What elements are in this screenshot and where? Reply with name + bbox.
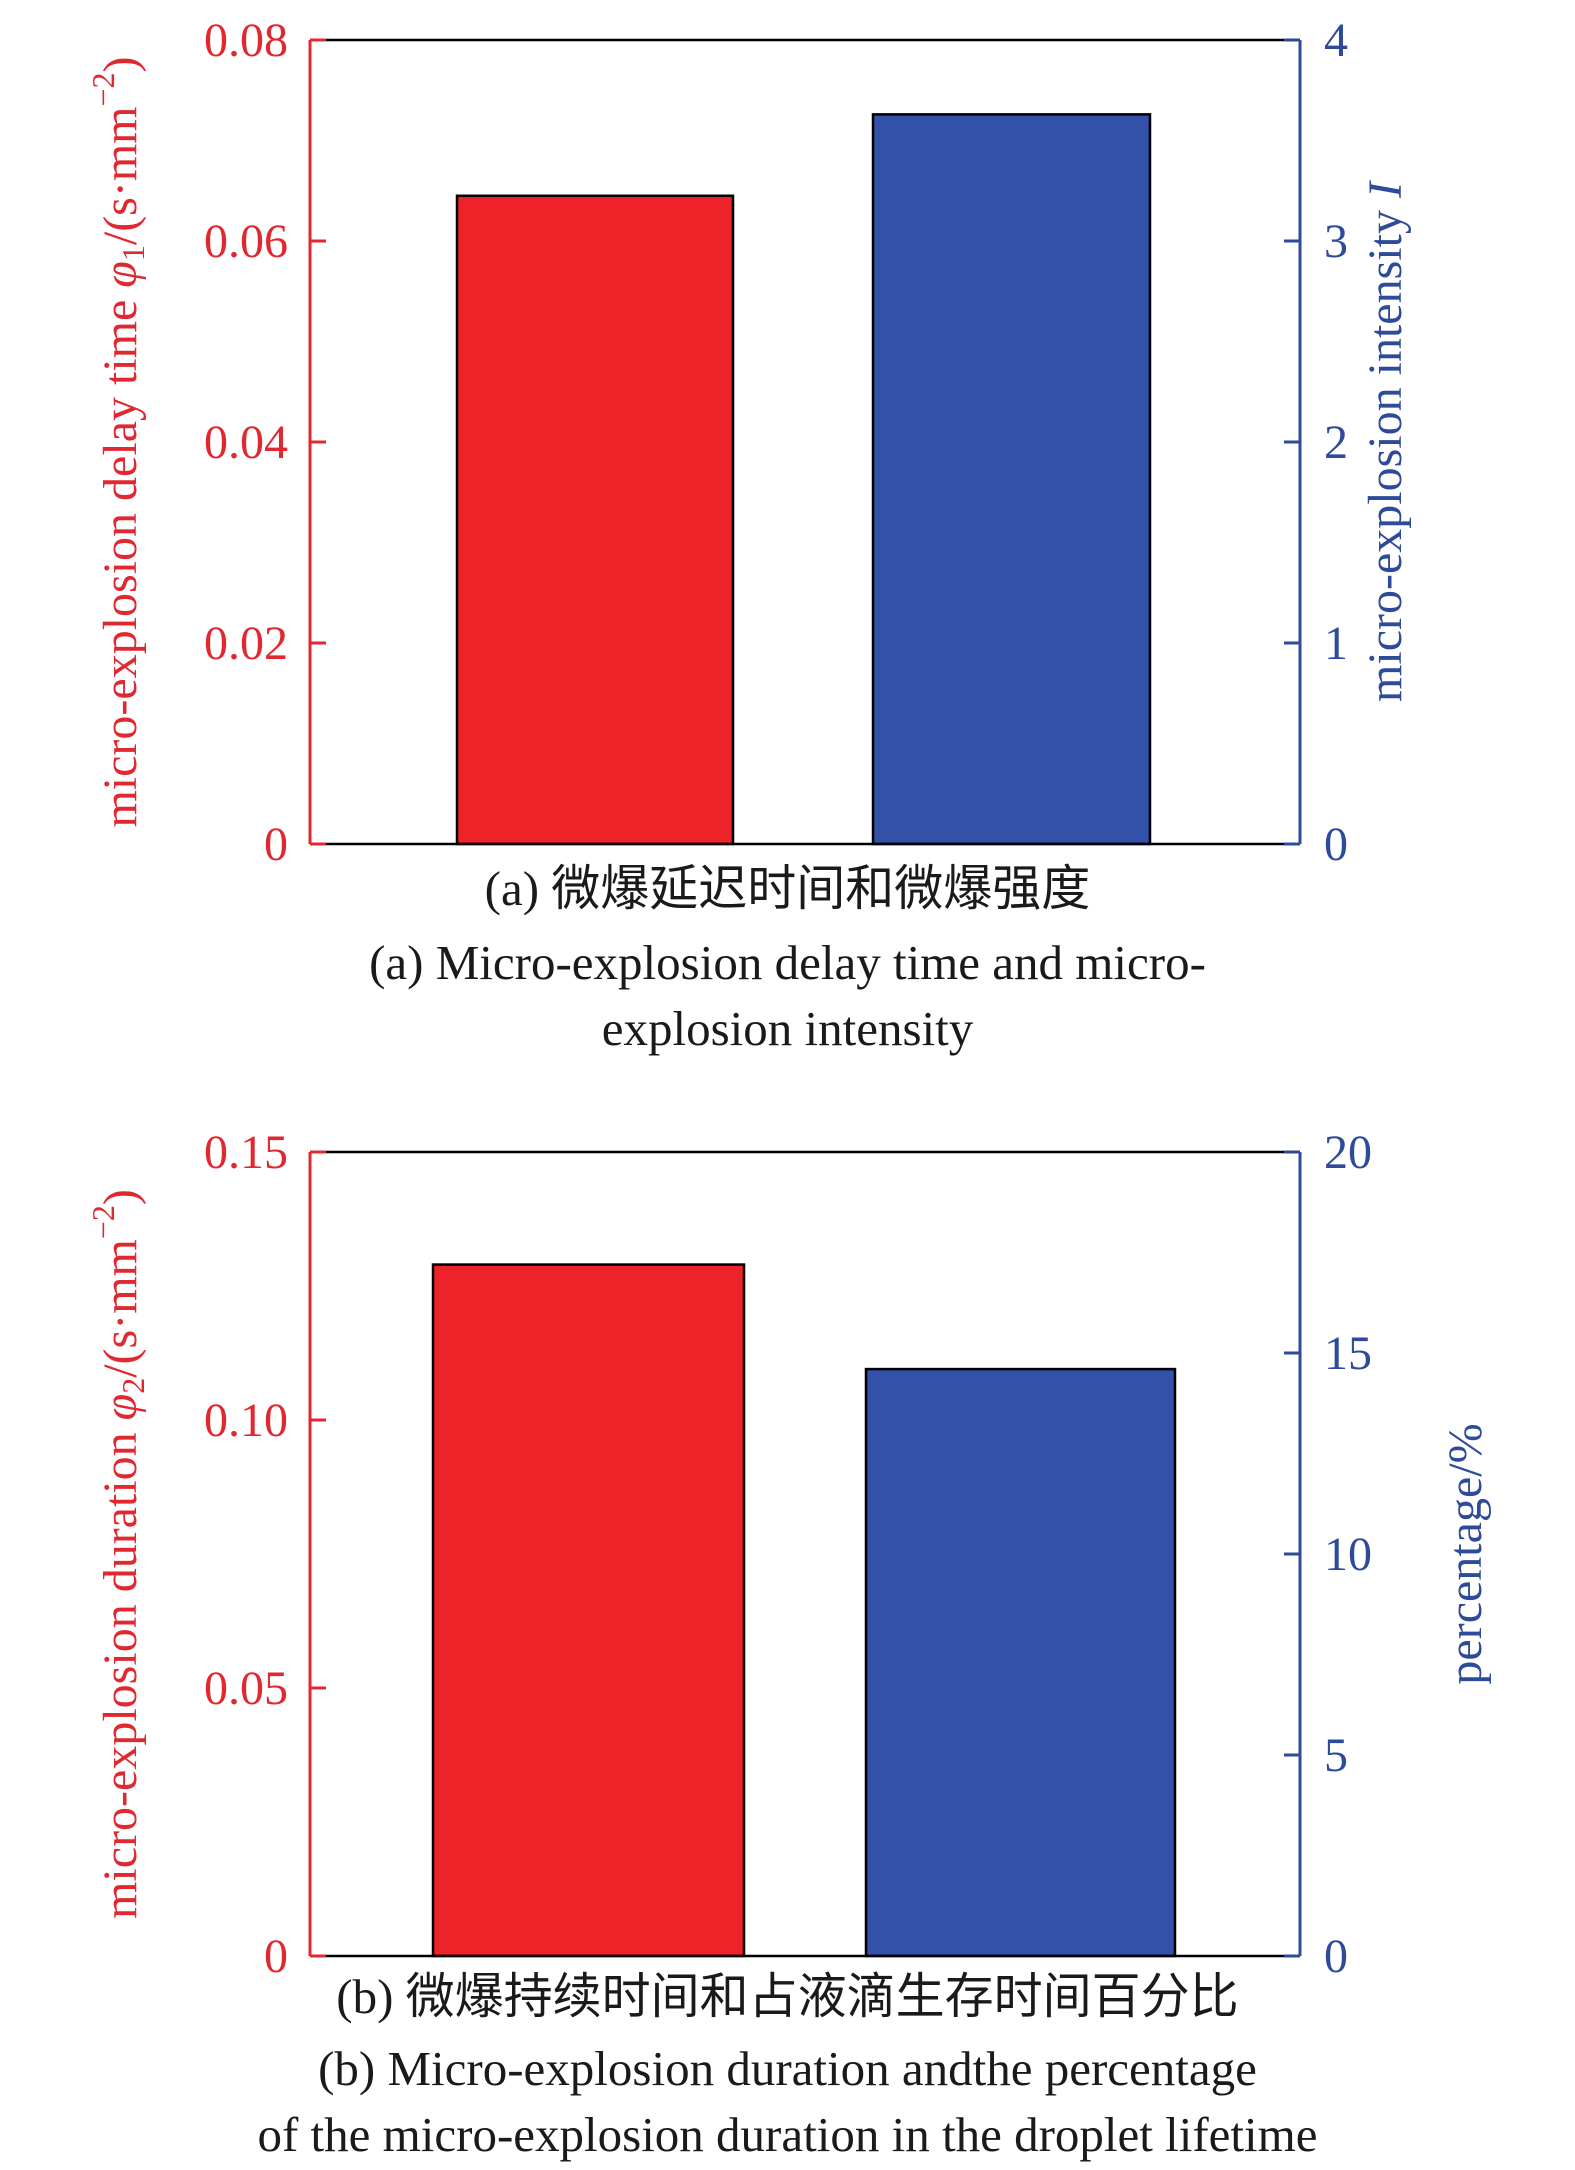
left-tick-label-a: 0 <box>264 818 288 871</box>
bar-a-left <box>455 194 735 846</box>
left-tick-label-a: 0.04 <box>204 416 288 469</box>
right-tick-label-a: 4 <box>1324 14 1348 67</box>
left-tick-label-a: 0.08 <box>204 14 288 67</box>
left-axis-label-sup: −2 <box>85 1205 121 1239</box>
left-tick-label-a: 0.06 <box>204 215 288 268</box>
right-tick-label-b: 15 <box>1324 1327 1372 1380</box>
caption-b-cn: (b) 微爆持续时间和占液滴生存时间百分比 <box>336 1969 1239 2024</box>
left-axis-label-pre: micro-explosion duration <box>94 1420 147 1919</box>
bar-a-right <box>871 113 1152 846</box>
right-axis-label-pre: percentage/% <box>1439 1423 1492 1684</box>
right-tick-label-a: 2 <box>1324 416 1348 469</box>
left-tick-label-b: 0 <box>264 1930 288 1983</box>
chart-panel-b: 0 0.05 0.10 0.15 0 5 10 15 20 micro-explosion dur… <box>85 1126 1492 1983</box>
caption-b-en: (b) Micro-explosion duration andthe perc… <box>257 2041 1318 2162</box>
left-axis-label-sup: −2 <box>85 72 121 106</box>
right-tick-label-a: 3 <box>1324 215 1348 268</box>
right-tick-label-b: 0 <box>1324 1930 1348 1983</box>
right-tick-label-a: 0 <box>1324 818 1348 871</box>
left-tick-label-b: 0.05 <box>204 1662 288 1715</box>
right-tick-label-b: 20 <box>1324 1126 1372 1179</box>
left-tick-label-a: 0.02 <box>204 617 288 670</box>
caption-a-cn: (a) 微爆延迟时间和微爆强度 <box>484 861 1091 916</box>
left-axis-label-sym: φ <box>94 261 147 288</box>
left-tick-label-b: 0.10 <box>204 1394 288 1447</box>
left-axis-label-end: ) <box>94 1189 147 1205</box>
left-tick-label-b: 0.15 <box>204 1126 288 1179</box>
left-axis-label-end: ) <box>94 56 147 72</box>
left-axis-label-post: /(s·mm <box>94 106 147 245</box>
right-axis-label-sym: I <box>1359 180 1412 199</box>
left-axis-label-a: micro-explosion delay time φ1/(s·mm−2) <box>85 56 151 827</box>
right-tick-label-b: 10 <box>1324 1528 1372 1581</box>
right-tick-label-b: 5 <box>1324 1729 1348 1782</box>
bar-b-right <box>864 1367 1177 1958</box>
bar-b-left <box>431 1263 746 1958</box>
left-axis-label-sym: φ <box>94 1394 147 1421</box>
left-axis-label-sub: 1 <box>115 245 151 261</box>
caption-a-en: (a) Micro-explosion delay time and micro… <box>369 935 1206 1056</box>
right-axis-label-b: percentage/% <box>1439 1423 1492 1684</box>
left-axis-label-b: micro-explosion duration φ2/(s·mm−2) <box>85 1189 151 1919</box>
left-axis-label-pre: micro-explosion delay time <box>94 288 147 828</box>
right-tick-label-a: 1 <box>1324 617 1348 670</box>
right-axis-label-a: micro-explosion intensity I <box>1359 180 1412 702</box>
right-axis-label-pre: micro-explosion intensity <box>1359 198 1412 702</box>
left-axis-label-sub: 2 <box>115 1378 151 1394</box>
chart-panel-a: 0 0.02 0.04 0.06 0.08 0 1 2 3 4 micro-explosion de… <box>85 14 1412 871</box>
left-axis-label-post: /(s·mm <box>94 1239 147 1378</box>
